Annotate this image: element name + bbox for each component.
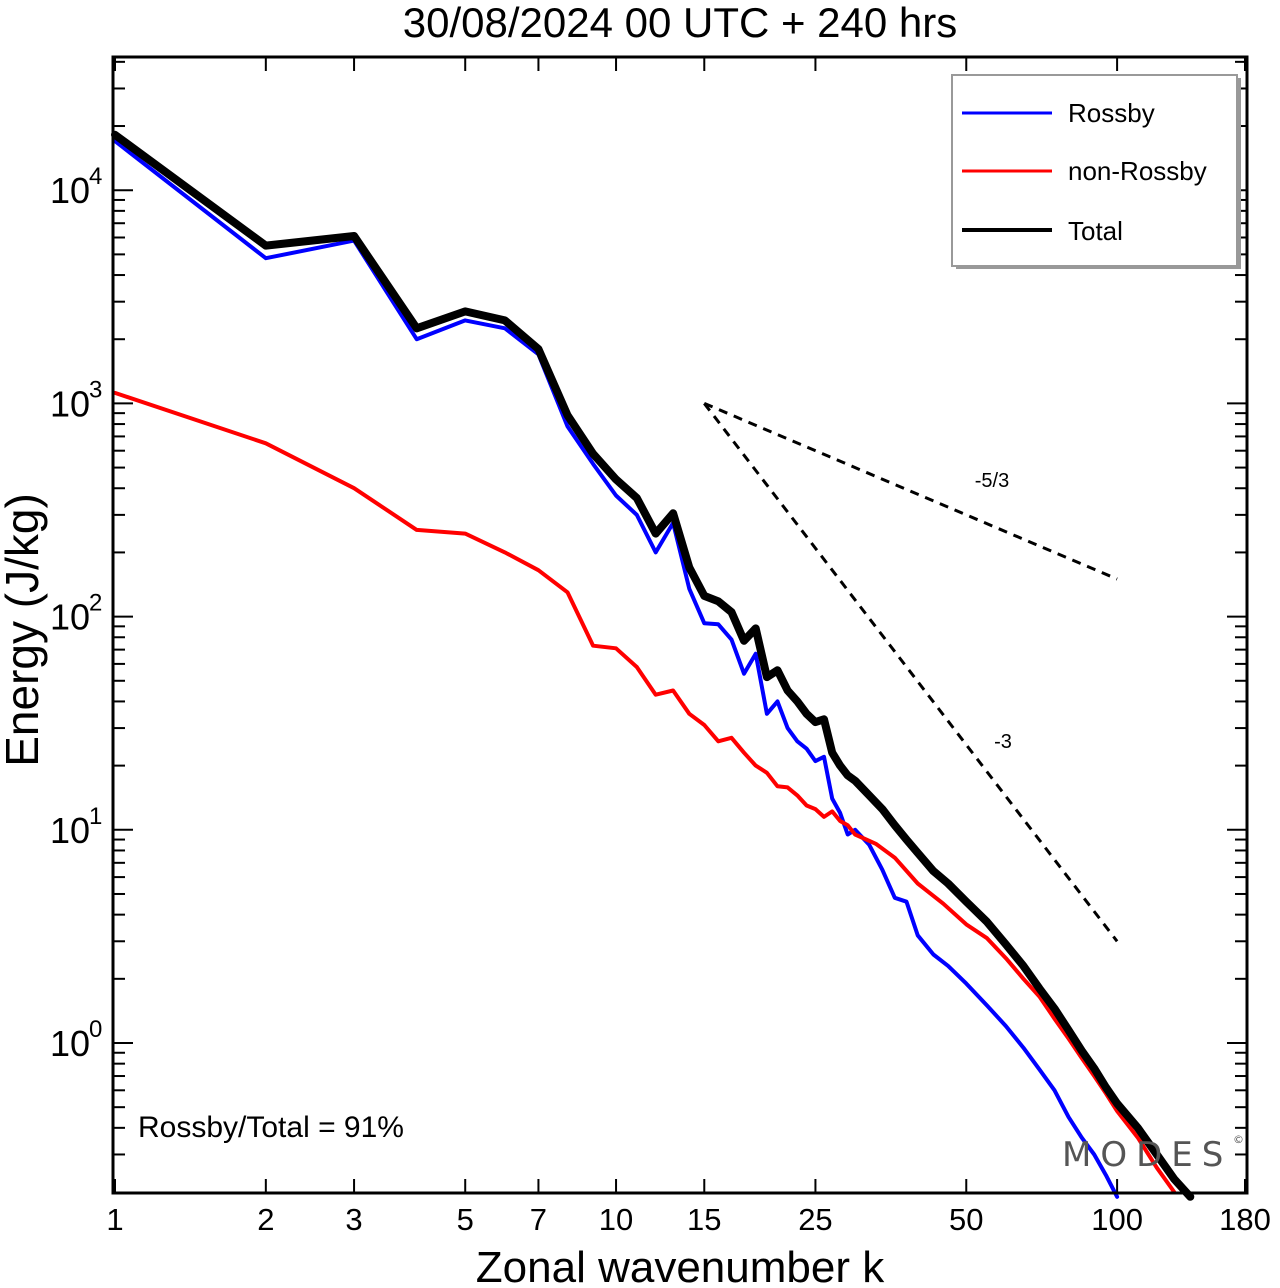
x-tick-label: 50 bbox=[949, 1202, 983, 1237]
y-tick-label: 10 bbox=[50, 1023, 90, 1064]
y-tick-exponent: 4 bbox=[89, 163, 102, 190]
y-tick-exponent: 3 bbox=[89, 376, 102, 403]
chart-title: 30/08/2024 00 UTC + 240 hrs bbox=[403, 0, 958, 46]
y-tick-exponent: 0 bbox=[89, 1016, 102, 1043]
y-tick-exponent: 2 bbox=[89, 590, 102, 617]
legend-label-rossby: Rossby bbox=[1068, 98, 1155, 128]
x-tick-label: 15 bbox=[687, 1202, 721, 1237]
y-tick-label: 10 bbox=[50, 597, 90, 638]
reference-slopes: -5/3 -3 bbox=[703, 402, 1119, 943]
legend: Rossby non-Rossby Total bbox=[951, 74, 1241, 269]
x-tick-label: 3 bbox=[345, 1202, 362, 1237]
x-tick-label: 25 bbox=[798, 1202, 832, 1237]
x-tick-label: 7 bbox=[530, 1202, 547, 1237]
x-tick-label: 2 bbox=[257, 1202, 274, 1237]
y-tick-label: 10 bbox=[50, 383, 90, 424]
reference-slope-line bbox=[703, 402, 1119, 943]
modes-watermark: MODES bbox=[1062, 1135, 1232, 1175]
plot-frame bbox=[111, 55, 1249, 1195]
x-axis-label: Zonal wavenumber k bbox=[476, 1243, 885, 1288]
y-tick-exponent: 1 bbox=[89, 803, 102, 830]
ratio-annotation: Rossby/Total = 91% bbox=[138, 1111, 404, 1144]
series-group bbox=[111, 130, 1195, 1201]
y-tick-label: 10 bbox=[50, 170, 90, 211]
rossby-line bbox=[113, 139, 1120, 1199]
x-tick-label: 180 bbox=[1219, 1202, 1271, 1237]
reference-slope-label: -3 bbox=[994, 731, 1012, 753]
legend-label-non-rossby: non-Rossby bbox=[1068, 156, 1207, 186]
reference-slope-line bbox=[703, 402, 1118, 581]
non-rossby-line bbox=[113, 390, 1177, 1194]
x-tick-label: 10 bbox=[599, 1202, 633, 1237]
reference-slope-label: -5/3 bbox=[975, 470, 1009, 492]
x-tick-label: 5 bbox=[457, 1202, 474, 1237]
x-tick-label: 1 bbox=[106, 1202, 123, 1237]
total-line bbox=[111, 130, 1195, 1201]
x-tick-label: 100 bbox=[1091, 1202, 1143, 1237]
legend-label-total: Total bbox=[1068, 216, 1123, 246]
y-tick-label: 10 bbox=[50, 810, 90, 851]
copyright-icon: © bbox=[1233, 1133, 1244, 1146]
y-axis-label: Energy (J/kg) bbox=[0, 493, 48, 767]
